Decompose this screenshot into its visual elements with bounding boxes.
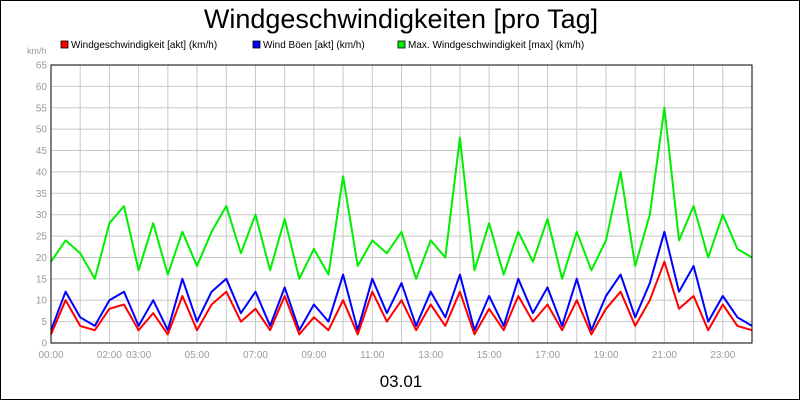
y-tick-label: 35 xyxy=(36,189,48,200)
y-tick-label: 55 xyxy=(36,103,48,114)
legend-swatch xyxy=(397,40,406,49)
chart-title: Windgeschwindigkeiten [pro Tag] xyxy=(204,4,598,34)
y-tick-label: 30 xyxy=(36,210,48,221)
legend-label: Max. Windgeschwindigkeit [max] (km/h) xyxy=(408,40,584,51)
y-tick-labels: 0 5 10 15 20 25 30 35 40 45 50 55 60 65 xyxy=(36,61,48,350)
x-tick-label: 03:00 xyxy=(126,350,151,361)
y-tick-label: 10 xyxy=(36,296,48,307)
legend-label: Wind Böen [akt] (km/h) xyxy=(263,40,365,51)
y-tick-label: 45 xyxy=(36,146,48,157)
y-tick-label: 0 xyxy=(41,339,47,350)
series-line-2 xyxy=(50,106,753,280)
y-tick-label: 60 xyxy=(36,82,48,93)
x-tick-label: 07:00 xyxy=(243,350,268,361)
x-tick-label: 00:00 xyxy=(38,350,63,361)
x-tick-labels: 00:00 02:00 03:00 05:00 07:00 09:00 11:00 13:00… xyxy=(38,350,735,361)
y-tick-label: 25 xyxy=(36,232,48,243)
x-tick-label: 23:00 xyxy=(710,350,735,361)
x-tick-label: 11:00 xyxy=(360,350,385,361)
series-line-0 xyxy=(50,260,753,336)
series-line-1 xyxy=(50,230,753,332)
x-tick-label: 19:00 xyxy=(593,350,618,361)
x-tick-label: 17:00 xyxy=(535,350,560,361)
x-tick-label: 15:00 xyxy=(477,350,502,361)
x-tick-label: 21:00 xyxy=(652,350,677,361)
plot-area-border xyxy=(50,64,753,344)
legend-swatch xyxy=(252,40,261,49)
series-lines xyxy=(50,106,753,336)
y-tick-label: 65 xyxy=(36,61,48,72)
y-tick-label: 15 xyxy=(36,274,48,285)
x-tick-label: 09:00 xyxy=(301,350,326,361)
legend-swatch xyxy=(60,40,69,49)
x-tick-label: 02:00 xyxy=(97,350,122,361)
legend: Windgeschwindigkeit [akt] (km/h) Wind Böe… xyxy=(60,40,584,51)
y-tick-label: 40 xyxy=(36,167,48,178)
y-tick-label: 50 xyxy=(36,125,48,136)
x-tick-label: 13:00 xyxy=(418,350,443,361)
y-tick-label: 20 xyxy=(36,253,48,264)
y-axis-unit-label: km/h xyxy=(27,46,47,56)
legend-label: Windgeschwindigkeit [akt] (km/h) xyxy=(71,40,217,51)
x-tick-label: 05:00 xyxy=(185,350,210,361)
date-label: 03.01 xyxy=(380,372,423,391)
y-tick-label: 5 xyxy=(41,317,47,328)
